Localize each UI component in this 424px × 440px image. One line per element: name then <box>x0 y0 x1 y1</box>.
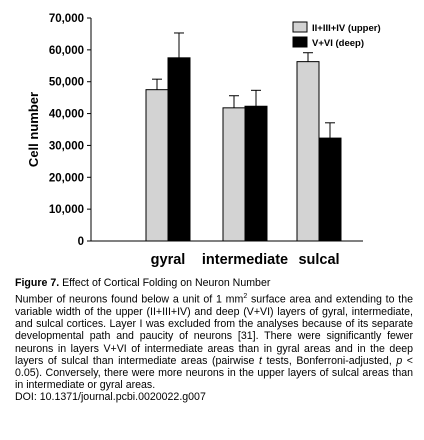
bar-intermediate-upper <box>222 107 246 242</box>
y-axis-label: Cell number <box>26 92 41 167</box>
bar-gyral-upper <box>145 89 169 242</box>
figure-title: Effect of Cortical Folding on Neuron Num… <box>62 277 271 289</box>
caption-description: Number of neurons found below a unit of … <box>15 291 413 391</box>
caption-italic-p: p <box>396 354 403 367</box>
caption-text-1: Number of neurons found below a unit of … <box>15 293 244 306</box>
x-tick-label-sulcal: sulcal <box>298 252 339 268</box>
caption-superscript: 2 <box>243 293 248 301</box>
bar-sulcal-deep <box>318 137 342 242</box>
y-tick-label: 20,000 <box>49 172 84 184</box>
x-tick-label-intermediate: intermediate <box>202 252 288 268</box>
y-axis-ticks: 0 10,000 20,000 30,000 40,000 50,000 60,000 70,… <box>49 13 91 248</box>
figure-label: Figure 7. <box>15 277 60 289</box>
y-tick-label: 40,000 <box>49 109 84 121</box>
caption-text-3: tests, Bonferroni-adjusted, <box>261 354 397 367</box>
legend-label: II+III+IV (upper) <box>312 23 381 34</box>
caption-title: Figure 7. Effect of Cortical Folding on … <box>15 277 413 289</box>
legend-swatch <box>292 36 308 48</box>
legend: II+III+IV (upper) V+VI (deep) <box>292 21 381 49</box>
bar-chart: 0 10,000 20,000 30,000 40,000 50,000 60,000 70,… <box>26 13 381 268</box>
figure-caption: Figure 7. Effect of Cortical Folding on … <box>15 277 413 404</box>
y-tick-label: 10,000 <box>49 204 84 216</box>
caption-text-2: surface area and extending to the variab… <box>15 293 413 367</box>
y-tick-label: 60,000 <box>49 45 84 57</box>
y-tick-label: 50,000 <box>49 77 84 89</box>
legend-swatch <box>292 21 308 33</box>
bars <box>145 57 342 242</box>
y-tick-label: 70,000 <box>49 13 84 25</box>
bar-gyral-deep <box>167 57 191 242</box>
bar-sulcal-upper <box>296 61 320 242</box>
caption-doi: DOI: 10.1371/journal.pcbi.0020022.g007 <box>15 391 206 404</box>
y-tick-label: 30,000 <box>49 140 84 152</box>
caption-italic-t: t <box>258 354 262 367</box>
y-tick-label: 0 <box>78 236 84 248</box>
x-axis-labels: gyral intermediate sulcal <box>151 252 340 268</box>
caption-text-4: < 0.05). Conversely, there were more neu… <box>15 354 413 392</box>
error-bars <box>152 32 335 139</box>
x-tick-label-gyral: gyral <box>151 252 186 268</box>
legend-label: V+VI (deep) <box>312 38 364 49</box>
bar-intermediate-deep <box>244 105 268 242</box>
